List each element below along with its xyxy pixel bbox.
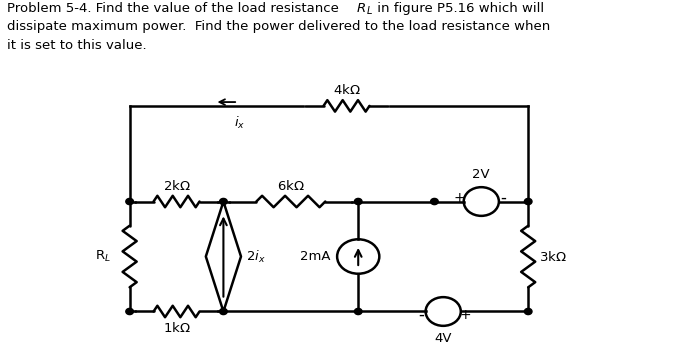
Text: in figure P5.16 which will: in figure P5.16 which will (374, 3, 544, 15)
Text: -: - (419, 306, 425, 324)
Text: L: L (366, 6, 371, 16)
Circle shape (355, 198, 362, 204)
Circle shape (355, 309, 362, 315)
Text: 2mA: 2mA (299, 250, 330, 263)
Text: Problem 5-4. Find the value of the load resistance: Problem 5-4. Find the value of the load … (7, 3, 343, 15)
Text: $i_x$: $i_x$ (234, 114, 246, 131)
Text: it is set to this value.: it is set to this value. (7, 39, 147, 52)
Circle shape (431, 198, 438, 204)
Text: 1k$\Omega$: 1k$\Omega$ (163, 321, 190, 335)
Circle shape (524, 309, 532, 315)
Text: R$_L$: R$_L$ (95, 249, 111, 264)
Text: 6k$\Omega$: 6k$\Omega$ (277, 179, 305, 193)
Circle shape (126, 309, 133, 315)
Text: 2$i_x$: 2$i_x$ (246, 248, 265, 265)
Circle shape (126, 198, 133, 204)
Text: dissipate maximum power.  Find the power delivered to the load resistance when: dissipate maximum power. Find the power … (7, 21, 551, 33)
Text: -: - (500, 189, 506, 207)
Text: 2V: 2V (472, 168, 490, 181)
Circle shape (524, 198, 532, 204)
Text: R: R (357, 3, 366, 15)
Text: 2k$\Omega$: 2k$\Omega$ (163, 179, 190, 193)
Text: 4k$\Omega$: 4k$\Omega$ (332, 83, 360, 97)
Circle shape (219, 198, 227, 204)
Text: 4V: 4V (435, 332, 452, 345)
Text: 3k$\Omega$: 3k$\Omega$ (539, 249, 567, 264)
Text: +: + (454, 191, 466, 205)
Circle shape (219, 309, 227, 315)
Text: +: + (459, 308, 470, 322)
